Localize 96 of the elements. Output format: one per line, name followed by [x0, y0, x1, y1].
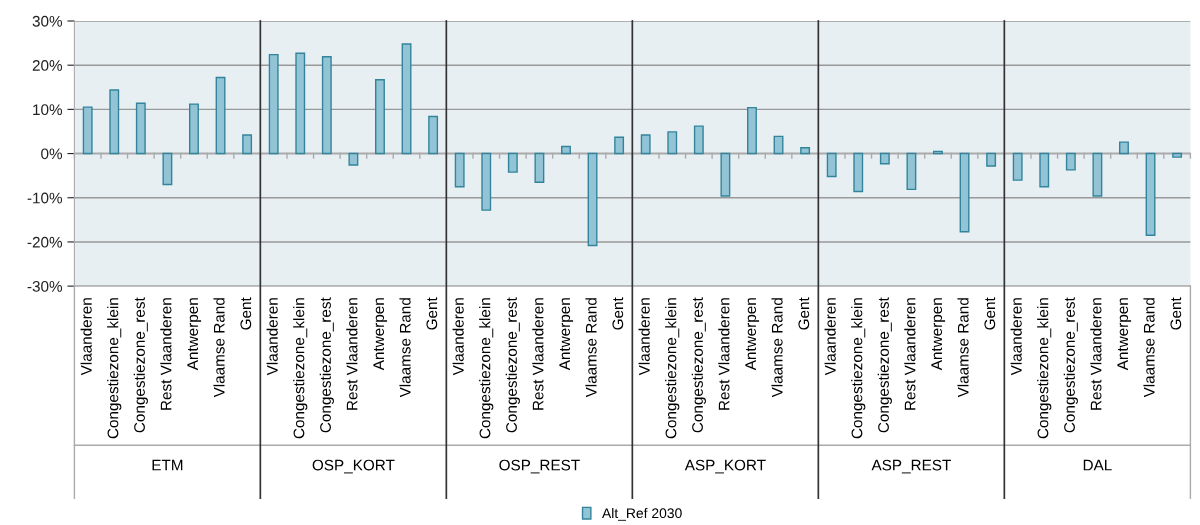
- bar: [507, 152, 518, 173]
- x-tick-label: Vlaanderen: [1010, 298, 1022, 376]
- bar: [986, 152, 997, 167]
- x-tick-label: Gent: [1170, 297, 1182, 330]
- x-tick-label: Rest Vlaanderen: [532, 298, 544, 410]
- y-tick-label: -10%: [27, 192, 63, 204]
- y-tick-label: 30%: [32, 15, 63, 27]
- x-tick-label: Rest Vlaanderen: [718, 298, 730, 410]
- text: OSP_REST: [499, 459, 580, 474]
- y-tick-label: 10%: [33, 104, 63, 116]
- bar: [82, 106, 93, 155]
- x-tick-label: Vlaanderen: [824, 298, 836, 376]
- bar: [375, 79, 385, 155]
- bar: [135, 102, 146, 155]
- x-tick-label: Congestiezone_klein: [665, 298, 680, 439]
- x-tick-label: Vlaamse Rand: [399, 298, 411, 398]
- bar: [215, 76, 226, 155]
- y-tick-label: -30%: [27, 280, 63, 292]
- x-tick-label: Gent: [426, 297, 438, 330]
- y-tick-label: 0%: [41, 148, 63, 160]
- bar: [295, 52, 306, 155]
- x-tick-label: Vlaanderen: [266, 298, 278, 376]
- x-tick-label: Congestiezone_rest: [877, 297, 892, 433]
- bar: [667, 131, 678, 155]
- bar: [348, 152, 359, 166]
- legend-label: Alt_Ref 2030: [602, 507, 682, 521]
- bar: [640, 134, 651, 155]
- bar: [481, 152, 492, 211]
- x-tick-label: Gent: [984, 297, 996, 330]
- bar: [614, 136, 625, 155]
- y-tick-label: -20%: [27, 236, 63, 248]
- x-tick-label: Congestiezone_rest: [133, 297, 148, 433]
- x-tick-label: Rest Vlaanderen: [904, 298, 916, 410]
- bar: [321, 56, 332, 155]
- bar: [534, 152, 545, 183]
- bar: [720, 152, 731, 197]
- bar: [853, 152, 864, 193]
- bar: [906, 152, 917, 191]
- x-tick-label: Vlaamse Rand: [1143, 298, 1155, 398]
- x-tick-label: Vlaamse Rand: [585, 298, 597, 398]
- bar: [1119, 141, 1129, 155]
- x-tick-label: Gent: [798, 297, 810, 330]
- bar: [800, 147, 811, 155]
- bar: [826, 152, 837, 178]
- bar: [162, 152, 173, 186]
- x-tick-label: Antwerpen: [1117, 298, 1132, 371]
- x-tick-label: Rest Vlaanderen: [1090, 298, 1102, 410]
- y-tick-label: 20%: [32, 60, 63, 71]
- bar: [693, 125, 704, 155]
- text: ASP_KORT: [684, 459, 766, 474]
- x-tick-label: Congestiezone_klein: [479, 298, 494, 439]
- bar: [587, 152, 598, 247]
- text: ASP_REST: [871, 459, 951, 474]
- x-tick-label: Vlaamse Rand: [957, 298, 969, 398]
- x-tick-label: Antwerpen: [931, 298, 946, 371]
- bar: [959, 152, 970, 233]
- x-tick-label: Gent: [612, 297, 624, 330]
- bar: [1172, 152, 1183, 158]
- x-tick-label: Congestiezone_rest: [1063, 297, 1078, 433]
- bar: [747, 106, 757, 155]
- x-tick-label: Congestiezone_rest: [505, 297, 520, 433]
- bar: [268, 53, 279, 155]
- x-tick-label: Vlaanderen: [80, 298, 92, 376]
- x-tick-label: Rest Vlaanderen: [160, 298, 172, 410]
- x-tick-label: Congestiezone_rest: [319, 297, 334, 433]
- text: DAL: [1083, 459, 1112, 471]
- bar: [454, 152, 465, 188]
- x-tick-label: Gent: [240, 297, 252, 330]
- bar: [189, 103, 199, 155]
- bar: [401, 43, 412, 155]
- x-tick-label: Congestiezone_klein: [107, 298, 122, 439]
- x-tick-label: Rest Vlaanderen: [346, 298, 358, 410]
- bar: [1065, 152, 1076, 171]
- bar: [428, 115, 439, 155]
- x-tick-label: Vlaanderen: [452, 298, 464, 376]
- bar: [242, 134, 253, 155]
- x-tick-label: Congestiezone_klein: [851, 298, 866, 439]
- x-tick-label: Antwerpen: [373, 298, 388, 371]
- text: ETM: [152, 459, 183, 471]
- x-tick-label: Antwerpen: [559, 298, 574, 371]
- x-tick-label: Vlaamse Rand: [213, 298, 225, 398]
- x-tick-label: Antwerpen: [745, 298, 760, 371]
- text: OSP_KORT: [312, 459, 395, 474]
- bar: [109, 89, 120, 155]
- bar: [1145, 152, 1156, 237]
- bar: [561, 145, 571, 155]
- x-tick-label: Congestiezone_klein: [1037, 298, 1052, 439]
- bar: [879, 152, 890, 165]
- x-tick-label: Vlaanderen: [638, 298, 650, 376]
- bar: [1092, 152, 1103, 197]
- x-tick-label: Antwerpen: [187, 298, 202, 371]
- x-tick-label: Congestiezone_rest: [691, 297, 706, 433]
- bar: [1012, 152, 1023, 181]
- bar: [1039, 152, 1050, 188]
- x-tick-label: Congestiezone_klein: [293, 298, 308, 439]
- x-tick-label: Vlaamse Rand: [771, 298, 783, 398]
